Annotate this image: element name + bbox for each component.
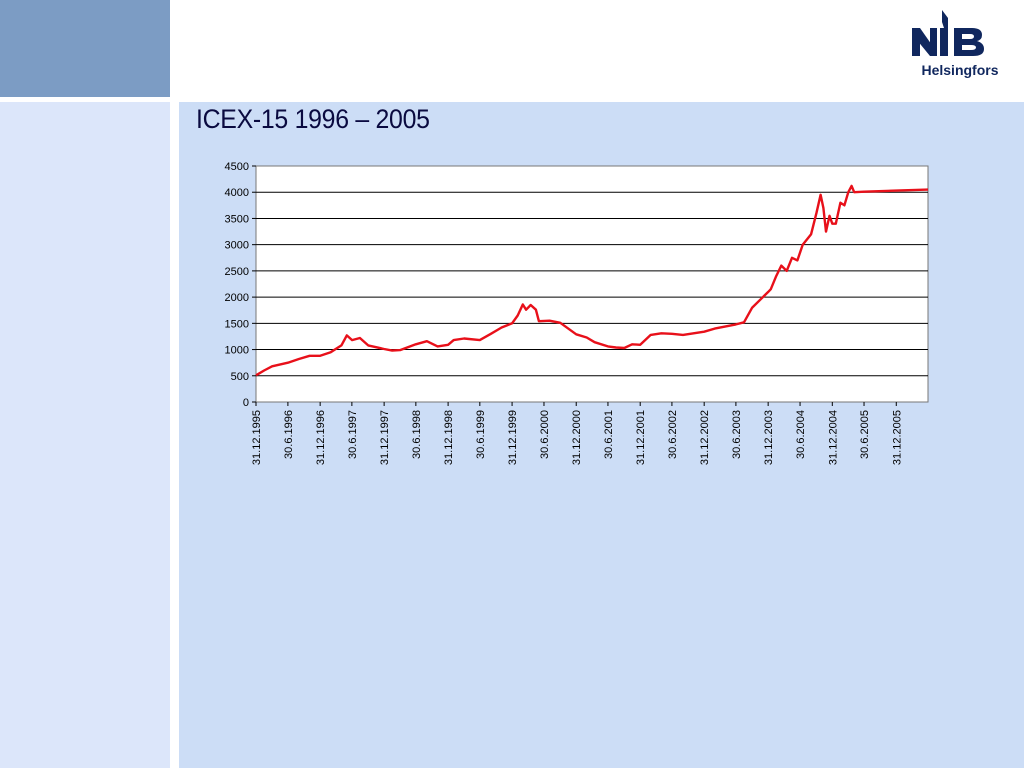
x-tick-label: 30.6.2003: [731, 410, 743, 459]
x-tick-label: 31.12.1997: [379, 410, 391, 465]
x-tick-label: 31.12.2000: [571, 410, 583, 465]
y-tick-label: 1000: [225, 345, 249, 357]
x-tick-label: 30.6.2002: [667, 410, 679, 459]
y-tick-label: 500: [231, 371, 249, 383]
x-tick-label: 31.12.1999: [507, 410, 519, 465]
y-tick-label: 3500: [225, 213, 249, 225]
logo-subtitle: Helsingfors: [921, 62, 999, 78]
x-tick-label: 31.12.2005: [891, 410, 903, 465]
y-tick-label: 4500: [225, 161, 249, 173]
x-tick-label: 30.6.2000: [539, 410, 551, 459]
gridlines: [256, 191, 928, 377]
y-tick-label: 0: [243, 397, 249, 409]
x-tick-label: 31.12.1996: [315, 410, 327, 465]
x-tick-label: 30.6.1997: [347, 410, 359, 459]
top-left-block: [0, 0, 170, 97]
x-tick-label: 31.12.2003: [763, 410, 775, 465]
x-tick-label: 31.12.2004: [827, 410, 839, 465]
x-tick-label: 30.6.1996: [283, 410, 295, 459]
x-tick-label: 30.6.1998: [411, 410, 423, 459]
page-title: ICEX-15 1996 – 2005: [196, 104, 430, 134]
x-tick-label: 30.6.2001: [603, 410, 615, 459]
x-tick-label: 31.12.2002: [699, 410, 711, 465]
x-tick-label: 30.6.2004: [795, 410, 807, 459]
series-line: [255, 184, 929, 377]
y-tick-label: 3000: [225, 240, 249, 252]
nib-logo: [900, 4, 1020, 92]
x-tick-label: 31.12.2001: [635, 410, 647, 465]
x-tick-label: 30.6.2005: [859, 410, 871, 459]
y-tick-label: 2500: [225, 266, 249, 278]
y-tick-label: 1500: [225, 318, 249, 330]
x-tick-label: 31.12.1995: [251, 410, 263, 465]
plot-area: [255, 165, 929, 403]
nib-logo-icon: [912, 10, 984, 56]
x-tick-label: 30.6.1999: [475, 410, 487, 459]
x-tick-label: 31.12.1998: [443, 410, 455, 465]
y-tick-label: 4000: [225, 187, 249, 199]
y-tick-label: 2000: [225, 292, 249, 304]
y-axis: 0 500 1000 1500 2000 2500 3000 3500 4000 4500: [225, 161, 256, 409]
left-panel: [0, 102, 170, 768]
x-axis: 31.12.1995 30.6.1996 31.12.1996 30.6.1997 31…: [251, 402, 903, 465]
